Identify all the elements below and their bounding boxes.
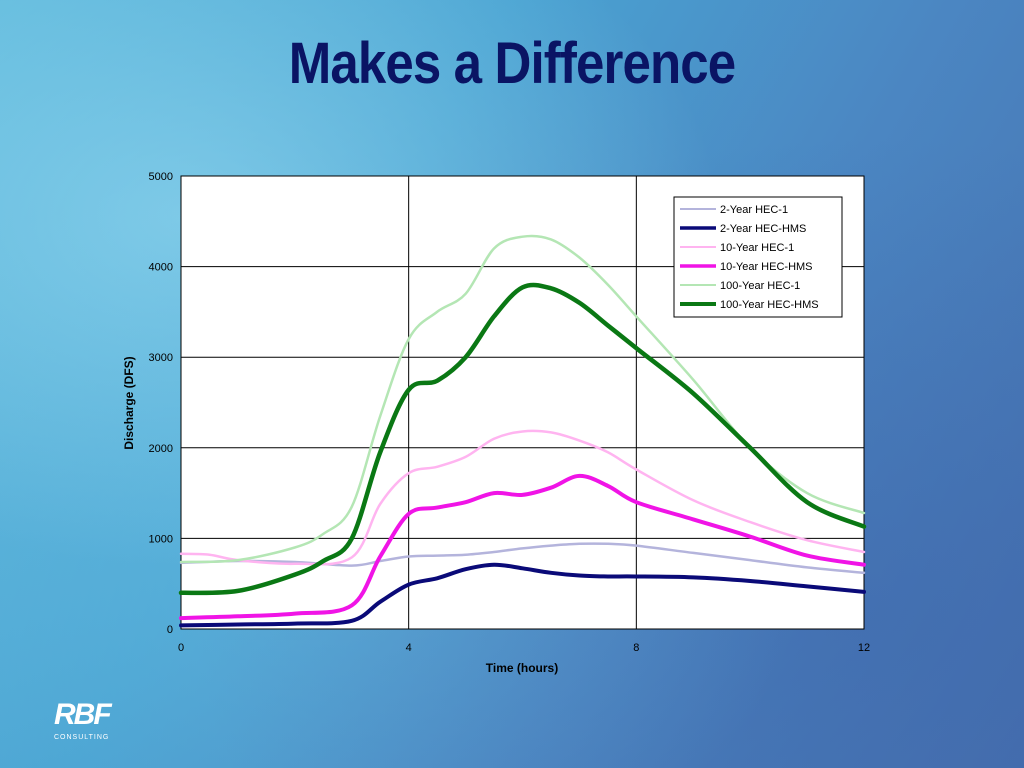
y-tick-label: 3000: [149, 352, 173, 364]
logo-subtitle: CONSULTING: [54, 734, 110, 741]
y-tick-label: 4000: [149, 262, 173, 274]
slide-title: Makes a Difference: [288, 31, 736, 96]
series-lines: [178, 234, 867, 628]
y-axis-label: Discharge (DFS): [122, 356, 136, 449]
legend-box: [673, 196, 843, 318]
x-tick-label: 8: [633, 642, 639, 654]
legend-item: 100-Year HEC-HMS: [720, 299, 819, 311]
legend: 2-Year HEC-1 2-Year HEC-HMS 10-Year HEC-1 1…: [673, 196, 843, 318]
series-line-1: [179, 562, 866, 628]
series-line-5: [178, 282, 867, 596]
tick-labels: 0 1000 2000 3000 4000 5000 0 4 8 12: [149, 171, 871, 654]
y-tick-label: 0: [167, 624, 173, 636]
series-line-0: [179, 542, 866, 575]
series-line-4: [179, 234, 866, 564]
series-line-3: [179, 473, 866, 621]
y-tick-label: 5000: [149, 171, 173, 183]
x-axis-label: Time (hours): [486, 661, 558, 675]
legend-item: 100-Year HEC-1: [720, 280, 800, 292]
rbf-logo: RBF CONSULTING: [54, 700, 124, 744]
legend-item: 10-Year HEC-1: [720, 242, 794, 254]
series-line-2: [179, 429, 866, 566]
x-tick-label: 12: [858, 642, 870, 654]
y-tick-label: 1000: [149, 533, 173, 545]
legend-item: 2-Year HEC-1: [720, 204, 788, 216]
x-tick-label: 4: [406, 642, 412, 654]
logo-mark: RBF: [54, 698, 112, 731]
legend-item: 10-Year HEC-HMS: [720, 261, 813, 273]
y-tick-label: 2000: [149, 443, 173, 455]
x-tick-label: 0: [178, 642, 184, 654]
legend-item: 2-Year HEC-HMS: [720, 223, 806, 235]
